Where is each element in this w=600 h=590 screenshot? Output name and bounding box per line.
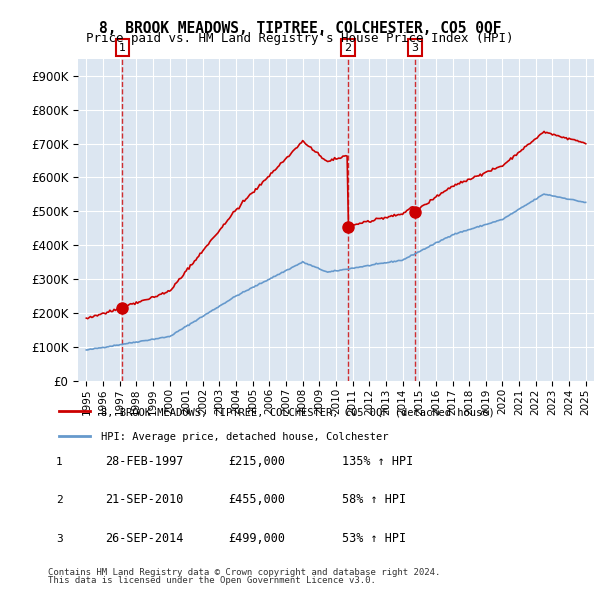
Text: 53% ↑ HPI: 53% ↑ HPI <box>342 532 406 545</box>
Text: 28-FEB-1997: 28-FEB-1997 <box>105 455 184 468</box>
Text: HPI: Average price, detached house, Colchester: HPI: Average price, detached house, Colc… <box>101 432 388 442</box>
Text: 58% ↑ HPI: 58% ↑ HPI <box>342 493 406 506</box>
Text: £215,000: £215,000 <box>228 455 285 468</box>
Text: 1: 1 <box>56 457 63 467</box>
Text: 8, BROOK MEADOWS, TIPTREE, COLCHESTER, CO5 0QF: 8, BROOK MEADOWS, TIPTREE, COLCHESTER, C… <box>99 21 501 35</box>
Text: This data is licensed under the Open Government Licence v3.0.: This data is licensed under the Open Gov… <box>48 576 376 585</box>
Text: £455,000: £455,000 <box>228 493 285 506</box>
Text: 1: 1 <box>119 42 126 53</box>
Text: 21-SEP-2010: 21-SEP-2010 <box>105 493 184 506</box>
Text: 135% ↑ HPI: 135% ↑ HPI <box>342 455 413 468</box>
Text: 26-SEP-2014: 26-SEP-2014 <box>105 532 184 545</box>
Text: 3: 3 <box>56 534 63 543</box>
Text: Price paid vs. HM Land Registry's House Price Index (HPI): Price paid vs. HM Land Registry's House … <box>86 32 514 45</box>
Text: £499,000: £499,000 <box>228 532 285 545</box>
Text: 2: 2 <box>56 496 63 505</box>
Text: 3: 3 <box>412 42 418 53</box>
Text: 2: 2 <box>344 42 352 53</box>
Text: Contains HM Land Registry data © Crown copyright and database right 2024.: Contains HM Land Registry data © Crown c… <box>48 568 440 577</box>
Text: 8, BROOK MEADOWS, TIPTREE, COLCHESTER, CO5 0QF (detached house): 8, BROOK MEADOWS, TIPTREE, COLCHESTER, C… <box>101 407 494 417</box>
